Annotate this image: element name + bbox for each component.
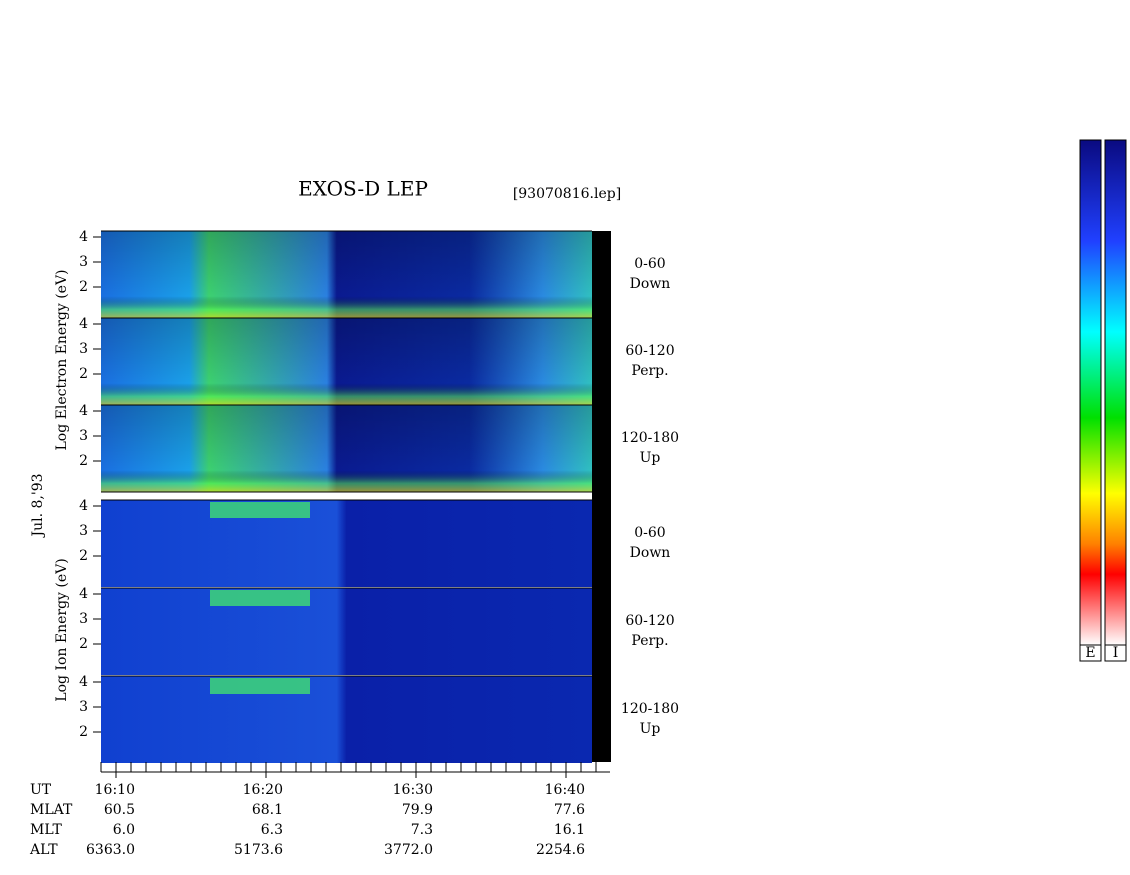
ephemeris-value: 6363.0 [86, 842, 135, 858]
colorbar [1079, 139, 1102, 646]
title: EXOS-D LEP [298, 177, 428, 201]
file-name: [93070816.lep] [513, 186, 621, 202]
ephemeris-value: 6.3 [261, 822, 283, 838]
y-tick-label: 3 [79, 428, 88, 444]
y-tick-label: 2 [79, 548, 88, 564]
panel-label: Down [630, 545, 671, 561]
row-name: MLAT [30, 802, 73, 818]
y-tick-label: 3 [79, 341, 88, 357]
ephemeris-value: 16:20 [243, 782, 283, 798]
ion-beam [210, 590, 310, 606]
panel-label: Perp. [631, 363, 668, 379]
y-tick-label: 2 [79, 366, 88, 382]
panel-label: 120-180 [621, 430, 679, 446]
spectrogram-shade [101, 231, 592, 318]
row-name: MLT [30, 822, 62, 838]
y-tick-label: 2 [79, 453, 88, 469]
ion-beam [210, 502, 310, 518]
spectrogram [101, 676, 592, 763]
y-tick-label: 4 [79, 586, 88, 602]
ephemeris-value: 77.6 [554, 802, 585, 818]
y-tick-label: 4 [79, 674, 88, 690]
colorbar-label-box [1104, 644, 1127, 662]
ephemeris-value: 3772.0 [384, 842, 433, 858]
spectrogram-shade [101, 318, 592, 405]
spectrogram [101, 500, 592, 587]
data-gap [592, 231, 611, 762]
panel-label: Down [630, 276, 671, 292]
ephemeris-value: 7.3 [411, 822, 433, 838]
ephemeris-value: 79.9 [402, 802, 433, 818]
colorbar-label: I [1113, 645, 1119, 661]
panel-label: Up [640, 450, 661, 466]
y-tick-label: 2 [79, 279, 88, 295]
colorbar [1104, 139, 1127, 646]
panel-label: 120-180 [621, 701, 679, 717]
y-tick-label: 4 [79, 498, 88, 514]
y-tick-label: 2 [79, 636, 88, 652]
panel-label: 0-60 [634, 525, 665, 541]
y-tick-label: 3 [79, 699, 88, 715]
ephemeris-value: 60.5 [104, 802, 135, 818]
ephemeris-value: 16:40 [545, 782, 585, 798]
panel-label: 60-120 [625, 613, 674, 629]
ephemeris-value: 68.1 [252, 802, 283, 818]
panel-label: 0-60 [634, 256, 665, 272]
row-name: UT [30, 782, 52, 798]
row-name: ALT [29, 842, 58, 858]
y-tick-label: 4 [79, 316, 88, 332]
ephemeris-value: 5173.6 [234, 842, 283, 858]
spectrogram-shade [101, 405, 592, 492]
spectrogram [101, 588, 592, 675]
ephemeris-value: 16.1 [554, 822, 585, 838]
ephemeris-value: 2254.6 [536, 842, 585, 858]
electron-axis-label: Log Electron Energy (eV) [54, 269, 70, 450]
ion-axis-label: Log Ion Energy (eV) [54, 558, 70, 701]
colorbar-label-box [1079, 644, 1102, 662]
panel-label: 60-120 [625, 343, 674, 359]
y-tick-label: 2 [79, 724, 88, 740]
panel-label: Up [640, 721, 661, 737]
y-tick-label: 3 [79, 254, 88, 270]
date: Jul. 8,'93 [30, 473, 46, 538]
ion-beam [210, 678, 310, 694]
colorbar-label: E [1085, 645, 1095, 661]
ephemeris-value: 6.0 [113, 822, 135, 838]
y-tick-label: 4 [79, 403, 88, 419]
ephemeris-value: 16:10 [95, 782, 135, 798]
y-tick-label: 4 [79, 229, 88, 245]
y-tick-label: 3 [79, 611, 88, 627]
y-tick-label: 3 [79, 523, 88, 539]
ephemeris-value: 16:30 [393, 782, 433, 798]
panel-label: Perp. [631, 633, 668, 649]
